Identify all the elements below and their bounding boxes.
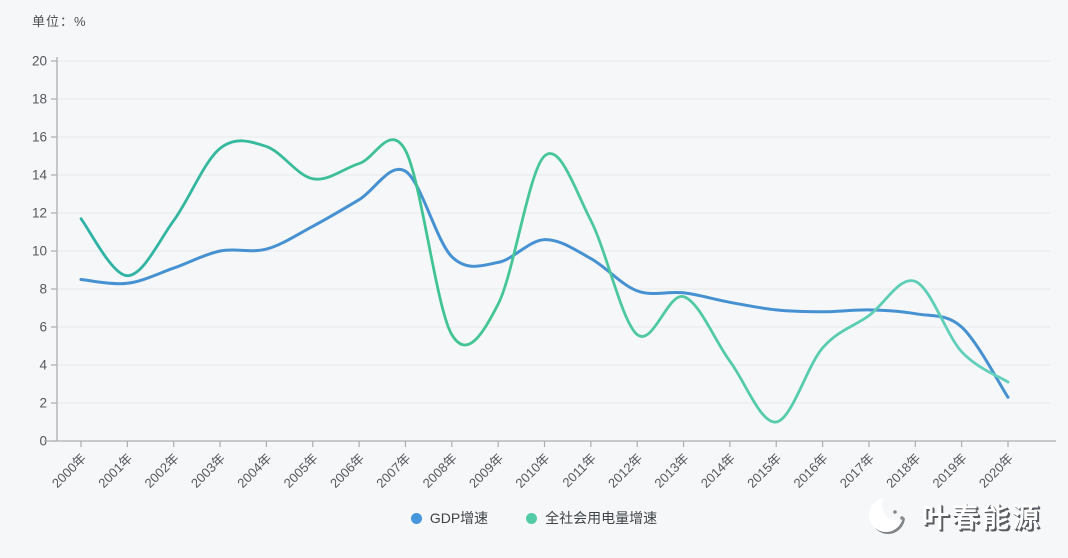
electricity-legend-label: 全社会用电量增速: [545, 510, 658, 526]
electricity-legend-dot-icon: [526, 512, 538, 524]
y-tick-label: 12: [32, 206, 47, 221]
y-tick-label: 14: [32, 168, 48, 183]
watermark: 叶春能源: [864, 490, 1042, 540]
gdp-legend-label: GDP增速: [429, 510, 489, 526]
gdp-line: [79, 167, 1010, 399]
x-tick-label: 2002年: [142, 451, 182, 491]
x-tick-label: 2017年: [837, 451, 877, 491]
crescent-moon-icon: [869, 490, 912, 534]
x-tick-label: 2003年: [188, 451, 228, 491]
y-tick-label: 18: [32, 92, 47, 107]
legend-item-gdp[interactable]: GDP增速: [410, 508, 489, 528]
x-tick-label: 2000年: [49, 451, 89, 491]
gdp-legend-dot-icon: [410, 512, 422, 524]
y-tick-label: 0: [39, 434, 47, 449]
y-tick-label: 10: [32, 244, 47, 259]
x-tick-label: 2014年: [698, 451, 738, 491]
x-tick-label: 2011年: [559, 451, 599, 491]
legend-item-electricity[interactable]: 全社会用电量增速: [526, 508, 657, 528]
x-tick-label: 2018年: [883, 451, 923, 491]
x-tick-label: 2001年: [95, 451, 135, 491]
x-tick-label: 2009年: [466, 451, 506, 491]
x-tick-label: 2016年: [790, 451, 830, 491]
x-tick-label: 2005年: [281, 451, 321, 491]
y-tick-label: 20: [32, 54, 47, 69]
x-tick-label: 2012年: [605, 451, 645, 491]
x-tick-label: 2006年: [327, 451, 367, 491]
y-tick-label: 4: [39, 358, 47, 373]
x-tick-label: 2019年: [930, 451, 970, 491]
watermark-text: 叶春能源: [922, 502, 1042, 533]
x-tick-label: 2015年: [744, 451, 784, 491]
x-tick-label: 2020年: [976, 451, 1016, 491]
x-tick-label: 2008年: [420, 451, 460, 491]
x-tick-label: 2007年: [373, 451, 413, 491]
x-tick-label: 2013年: [651, 451, 691, 491]
y-tick-label: 6: [39, 320, 47, 335]
y-tick-label: 16: [32, 130, 47, 145]
y-tick-label: 2: [39, 396, 47, 411]
x-tick-label: 2004年: [234, 451, 274, 491]
legend: GDP增速 全社会用电量增速: [0, 508, 1068, 528]
y-tick-label: 8: [39, 282, 47, 297]
x-tick-label: 2010年: [512, 451, 552, 491]
electricity-line: [79, 138, 1010, 424]
y-axis-unit-label: 单位：%: [32, 14, 87, 29]
